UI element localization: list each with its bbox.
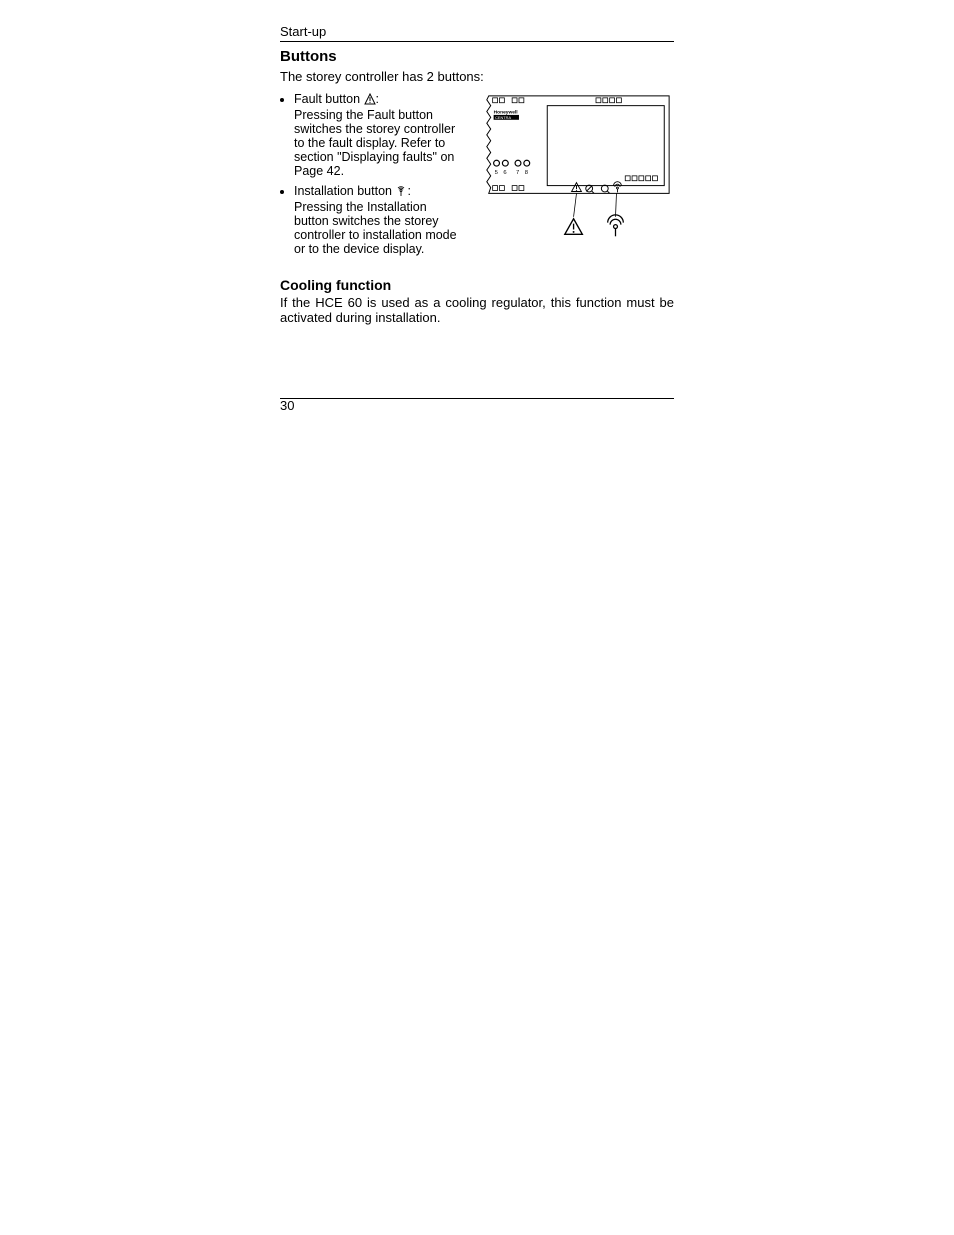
header-section-label: Start-up bbox=[280, 24, 674, 39]
list-item-body: Pressing the Fault button switches the s… bbox=[294, 108, 461, 178]
led-label-1: 6 bbox=[503, 170, 506, 176]
page: Start-up Buttons The storey controller h… bbox=[0, 0, 954, 1235]
list-item-lead: Fault button bbox=[294, 92, 364, 106]
footer-rule bbox=[280, 398, 674, 399]
button-bullet-list: Fault button : Pressing the Fault button… bbox=[280, 92, 461, 256]
antenna-icon bbox=[608, 215, 624, 236]
warning-icon bbox=[565, 219, 583, 235]
led-label-2: 7 bbox=[516, 170, 519, 176]
page-number: 30 bbox=[280, 398, 294, 413]
header-rule bbox=[280, 41, 674, 42]
cooling-heading: Cooling function bbox=[280, 277, 674, 293]
list-item: Installation button : Pressing the Insta… bbox=[294, 184, 461, 256]
list-item-tail: : bbox=[407, 184, 410, 198]
buttons-heading: Buttons bbox=[280, 48, 674, 65]
warning-icon bbox=[364, 93, 376, 105]
list-item: Fault button : Pressing the Fault button… bbox=[294, 92, 461, 178]
brand-line2: CENTRA bbox=[495, 115, 511, 120]
list-item-lead: Installation button bbox=[294, 184, 395, 198]
controller-diagram: Honeywell CENTRA 5 6 bbox=[479, 92, 674, 263]
cooling-body: If the HCE 60 is used as a cooling regul… bbox=[280, 295, 674, 325]
bullet-list-column: Fault button : Pressing the Fault button… bbox=[280, 92, 461, 262]
icon-row bbox=[572, 182, 622, 194]
led-label-3: 8 bbox=[525, 170, 528, 176]
antenna-icon bbox=[395, 185, 407, 197]
buttons-intro: The storey controller has 2 buttons: bbox=[280, 69, 674, 84]
two-column-layout: Fault button : Pressing the Fault button… bbox=[280, 92, 674, 263]
list-item-body: Pressing the Installation button switche… bbox=[294, 200, 461, 256]
led-label-0: 5 bbox=[495, 170, 498, 176]
list-item-tail: : bbox=[376, 92, 379, 106]
